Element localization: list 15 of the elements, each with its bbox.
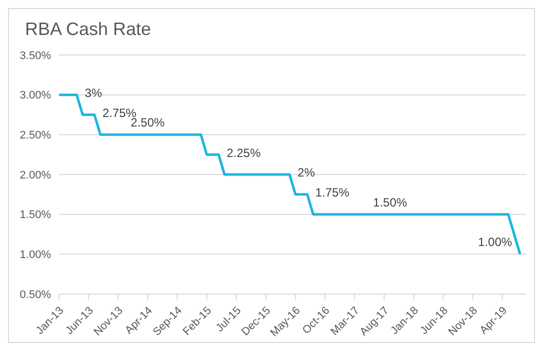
y-tick-label: 2.50% — [20, 130, 52, 142]
annotation: 2.25% — [226, 146, 261, 160]
y-tick-label: 3.00% — [20, 90, 52, 102]
annotation: 2.50% — [130, 116, 166, 130]
annotation: 1.00% — [478, 235, 512, 250]
y-tick-label: 2.00% — [20, 169, 52, 182]
annotation: 1.75% — [315, 186, 350, 200]
y-tick-label: 0.50% — [20, 288, 52, 301]
chart-title: RBA Cash Rate — [25, 19, 152, 40]
annotation: 3% — [84, 86, 102, 100]
y-tick-label: 1.00% — [20, 249, 52, 262]
y-tick-label: 1.50% — [20, 209, 52, 222]
annotation: 1.50% — [373, 195, 408, 210]
annotation: 2% — [298, 166, 316, 180]
y-tick-label: 3.50% — [20, 50, 52, 62]
